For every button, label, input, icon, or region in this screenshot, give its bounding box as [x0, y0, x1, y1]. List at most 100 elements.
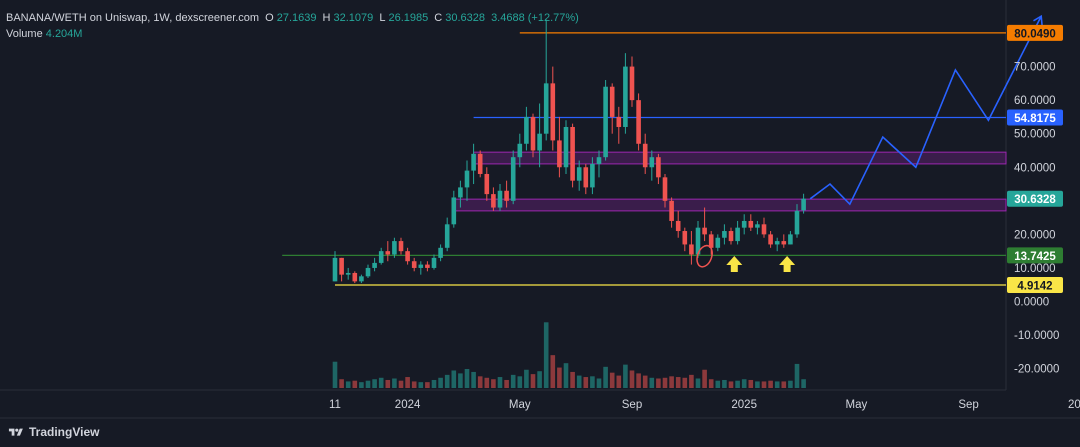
tradingview-logo[interactable]: TradingView: [8, 425, 99, 439]
candle: [504, 180, 509, 208]
candle-body: [801, 198, 806, 211]
volume-bar: [761, 381, 767, 388]
candle-body: [682, 231, 688, 245]
tradingview-icon: [8, 428, 23, 436]
x-tick-label: Sep: [622, 399, 642, 411]
candle-body: [385, 251, 391, 255]
candle-body: [365, 267, 371, 277]
volume-bar: [392, 378, 397, 388]
price-label-54.8175: 54.8175: [1007, 109, 1063, 126]
candle-body: [642, 143, 648, 168]
volume-bar: [563, 363, 569, 388]
volume-bar: [504, 379, 509, 388]
candle: [603, 80, 608, 161]
candle: [550, 66, 556, 151]
candle: [332, 251, 338, 282]
brand-name: TradingView: [29, 425, 100, 439]
volume-bar: [708, 379, 714, 388]
volume-bar: [497, 377, 503, 388]
candles: [332, 19, 806, 284]
candle: [669, 197, 674, 228]
level-price-labels: 80.0490 54.8175 30.6328 13.7425 4.9142: [1007, 24, 1063, 294]
y-tick-label: 50.0000: [1014, 129, 1056, 141]
candle-body: [675, 220, 681, 232]
annotations: [696, 244, 796, 272]
candle: [517, 133, 523, 168]
volume-bar: [464, 369, 470, 388]
volume-bar: [636, 373, 641, 388]
price-label-80.0490: 80.0490: [1007, 24, 1063, 41]
volume-bar: [530, 374, 536, 388]
candle-body: [471, 153, 476, 171]
candle: [444, 217, 450, 252]
candle: [365, 264, 371, 279]
candle: [623, 53, 628, 134]
volume-bar: [352, 380, 358, 388]
candle-body: [794, 210, 800, 235]
volume-bar: [675, 377, 681, 388]
candle-body: [543, 83, 549, 134]
candle-body: [629, 66, 635, 101]
candle: [458, 180, 463, 208]
candle-body: [352, 272, 358, 282]
candle-body: [662, 177, 668, 201]
candle: [425, 261, 430, 272]
open-value: 27.1639: [276, 12, 317, 24]
high-value: 32.1079: [333, 12, 374, 24]
candle-body: [735, 227, 740, 242]
candle-body: [722, 231, 727, 238]
x-tick-label: 2025: [731, 399, 757, 411]
price-label-bg: [1007, 109, 1063, 126]
candle: [755, 220, 760, 235]
volume-bar: [444, 374, 450, 388]
volume-bar: [741, 379, 747, 388]
candle-body: [583, 167, 589, 188]
candle-body: [609, 86, 615, 117]
candle-body: [557, 140, 562, 168]
price-label-text: 80.0490: [1014, 28, 1056, 40]
candle: [735, 220, 740, 245]
volume-bar: [557, 367, 562, 388]
candle: [695, 220, 701, 258]
candle-body: [576, 167, 582, 181]
candle-body: [636, 100, 641, 144]
chart-header: BANANA/WETH on Uniswap, 1W, dexscreener.…: [6, 12, 582, 24]
candle: [801, 193, 806, 214]
candle: [431, 254, 437, 270]
price-label-bg: [1007, 277, 1063, 294]
volume-bar: [345, 381, 351, 388]
candle: [788, 231, 793, 245]
volume-bar: [755, 381, 760, 388]
volume-bar: [623, 364, 628, 388]
volume-bar: [689, 374, 694, 388]
x-tick-label: Sep: [958, 399, 978, 411]
volume-value: 4.204M: [45, 28, 83, 40]
volume-bar: [768, 380, 773, 388]
volume-bar: [662, 377, 668, 388]
price-label-30.6328: 30.6328: [1007, 190, 1063, 207]
projection-line: [809, 15, 1042, 206]
price-label-bg: [1007, 190, 1063, 207]
candle-body: [504, 190, 509, 201]
candle-body: [438, 247, 443, 258]
candle-body: [748, 220, 754, 228]
candle: [596, 150, 602, 178]
volume-bar: [425, 382, 430, 388]
candle-body: [524, 116, 529, 144]
candle: [543, 19, 549, 141]
x-tick-label: May: [846, 399, 868, 411]
candle-body: [768, 234, 773, 245]
y-tick-label: 70.0000: [1014, 62, 1056, 74]
candle: [629, 56, 635, 107]
y-tick-label: -20.0000: [1014, 364, 1059, 376]
candle: [689, 231, 694, 265]
volume-bar: [543, 322, 549, 388]
candle: [590, 157, 595, 195]
symbol-title[interactable]: BANANA/WETH on Uniswap, 1W, dexscreener.…: [6, 12, 260, 24]
volume-bar: [471, 371, 476, 388]
volume-bar: [669, 376, 674, 388]
resistance-zones: [453, 151, 1007, 212]
volume-bar: [365, 380, 371, 388]
volume-bar: [431, 379, 437, 388]
